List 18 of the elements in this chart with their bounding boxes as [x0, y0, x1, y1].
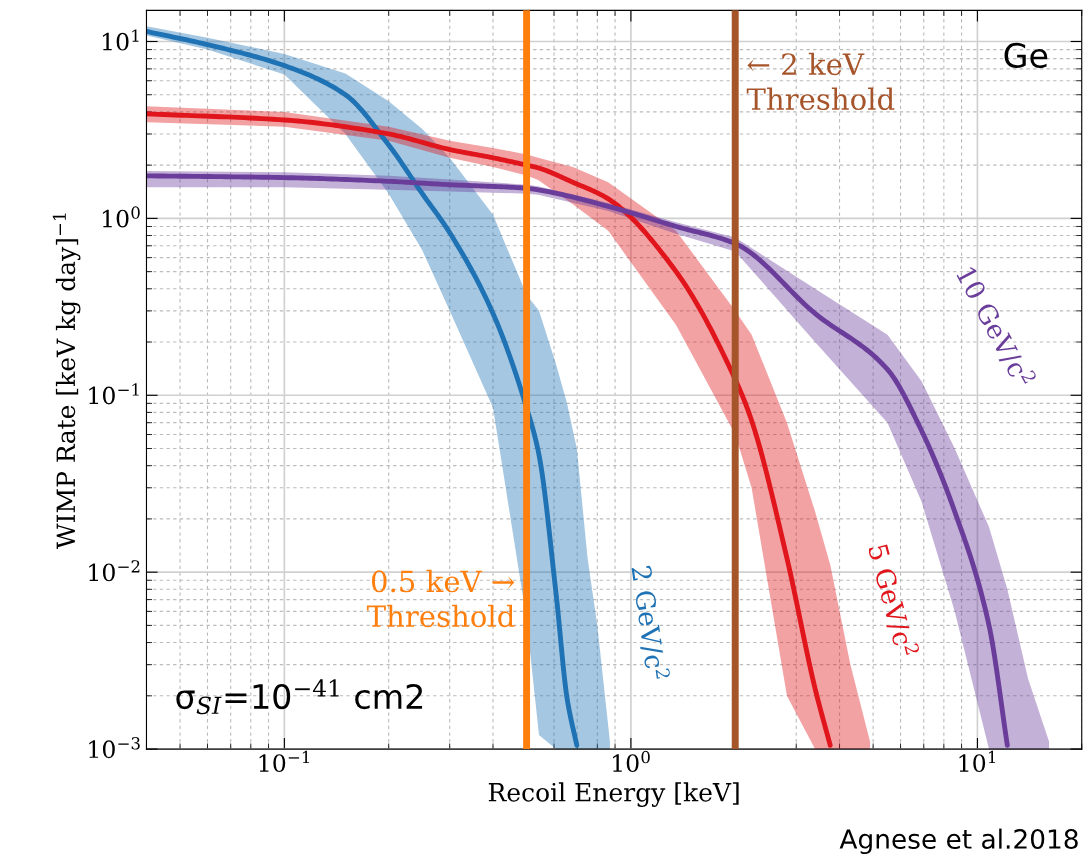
- ref-line-label: 0.5 keV → Threshold: [366, 569, 515, 628]
- y-tick-label: 10$^{0}$: [102, 206, 140, 228]
- text: Agnese et al.2018: [839, 828, 1078, 855]
- text: 5 GeV/c$^{2}$: [865, 542, 920, 659]
- annotation: σ$_{SI}$=10$^{−41}$ cm2: [176, 679, 423, 715]
- y-tick-label: 10$^{−3}$: [89, 737, 140, 759]
- y-tick-label: 10$^{−1}$: [89, 383, 139, 405]
- y-tick-label: 10$^{−2}$: [89, 560, 140, 582]
- text: 2 GeV/c$^{2}$: [629, 564, 671, 681]
- x-tick-label: 10$^{0}$: [613, 750, 650, 773]
- y-tick-label: 10$^{1}$: [102, 29, 139, 51]
- text: 10 GeV/c$^{2}$: [954, 264, 1038, 390]
- x-tick-label: 10$^{1}$: [959, 750, 996, 773]
- y-axis-title: WIMP Rate [keV kg day]$^{−1}$: [52, 213, 81, 549]
- x-tick-label: 10$^{−1}$: [259, 750, 310, 773]
- x-axis-title: Recoil Energy [keV]: [488, 782, 739, 807]
- annotation: Ge: [1004, 42, 1048, 69]
- ref-line-label: ← 2 keV Threshold: [746, 52, 895, 111]
